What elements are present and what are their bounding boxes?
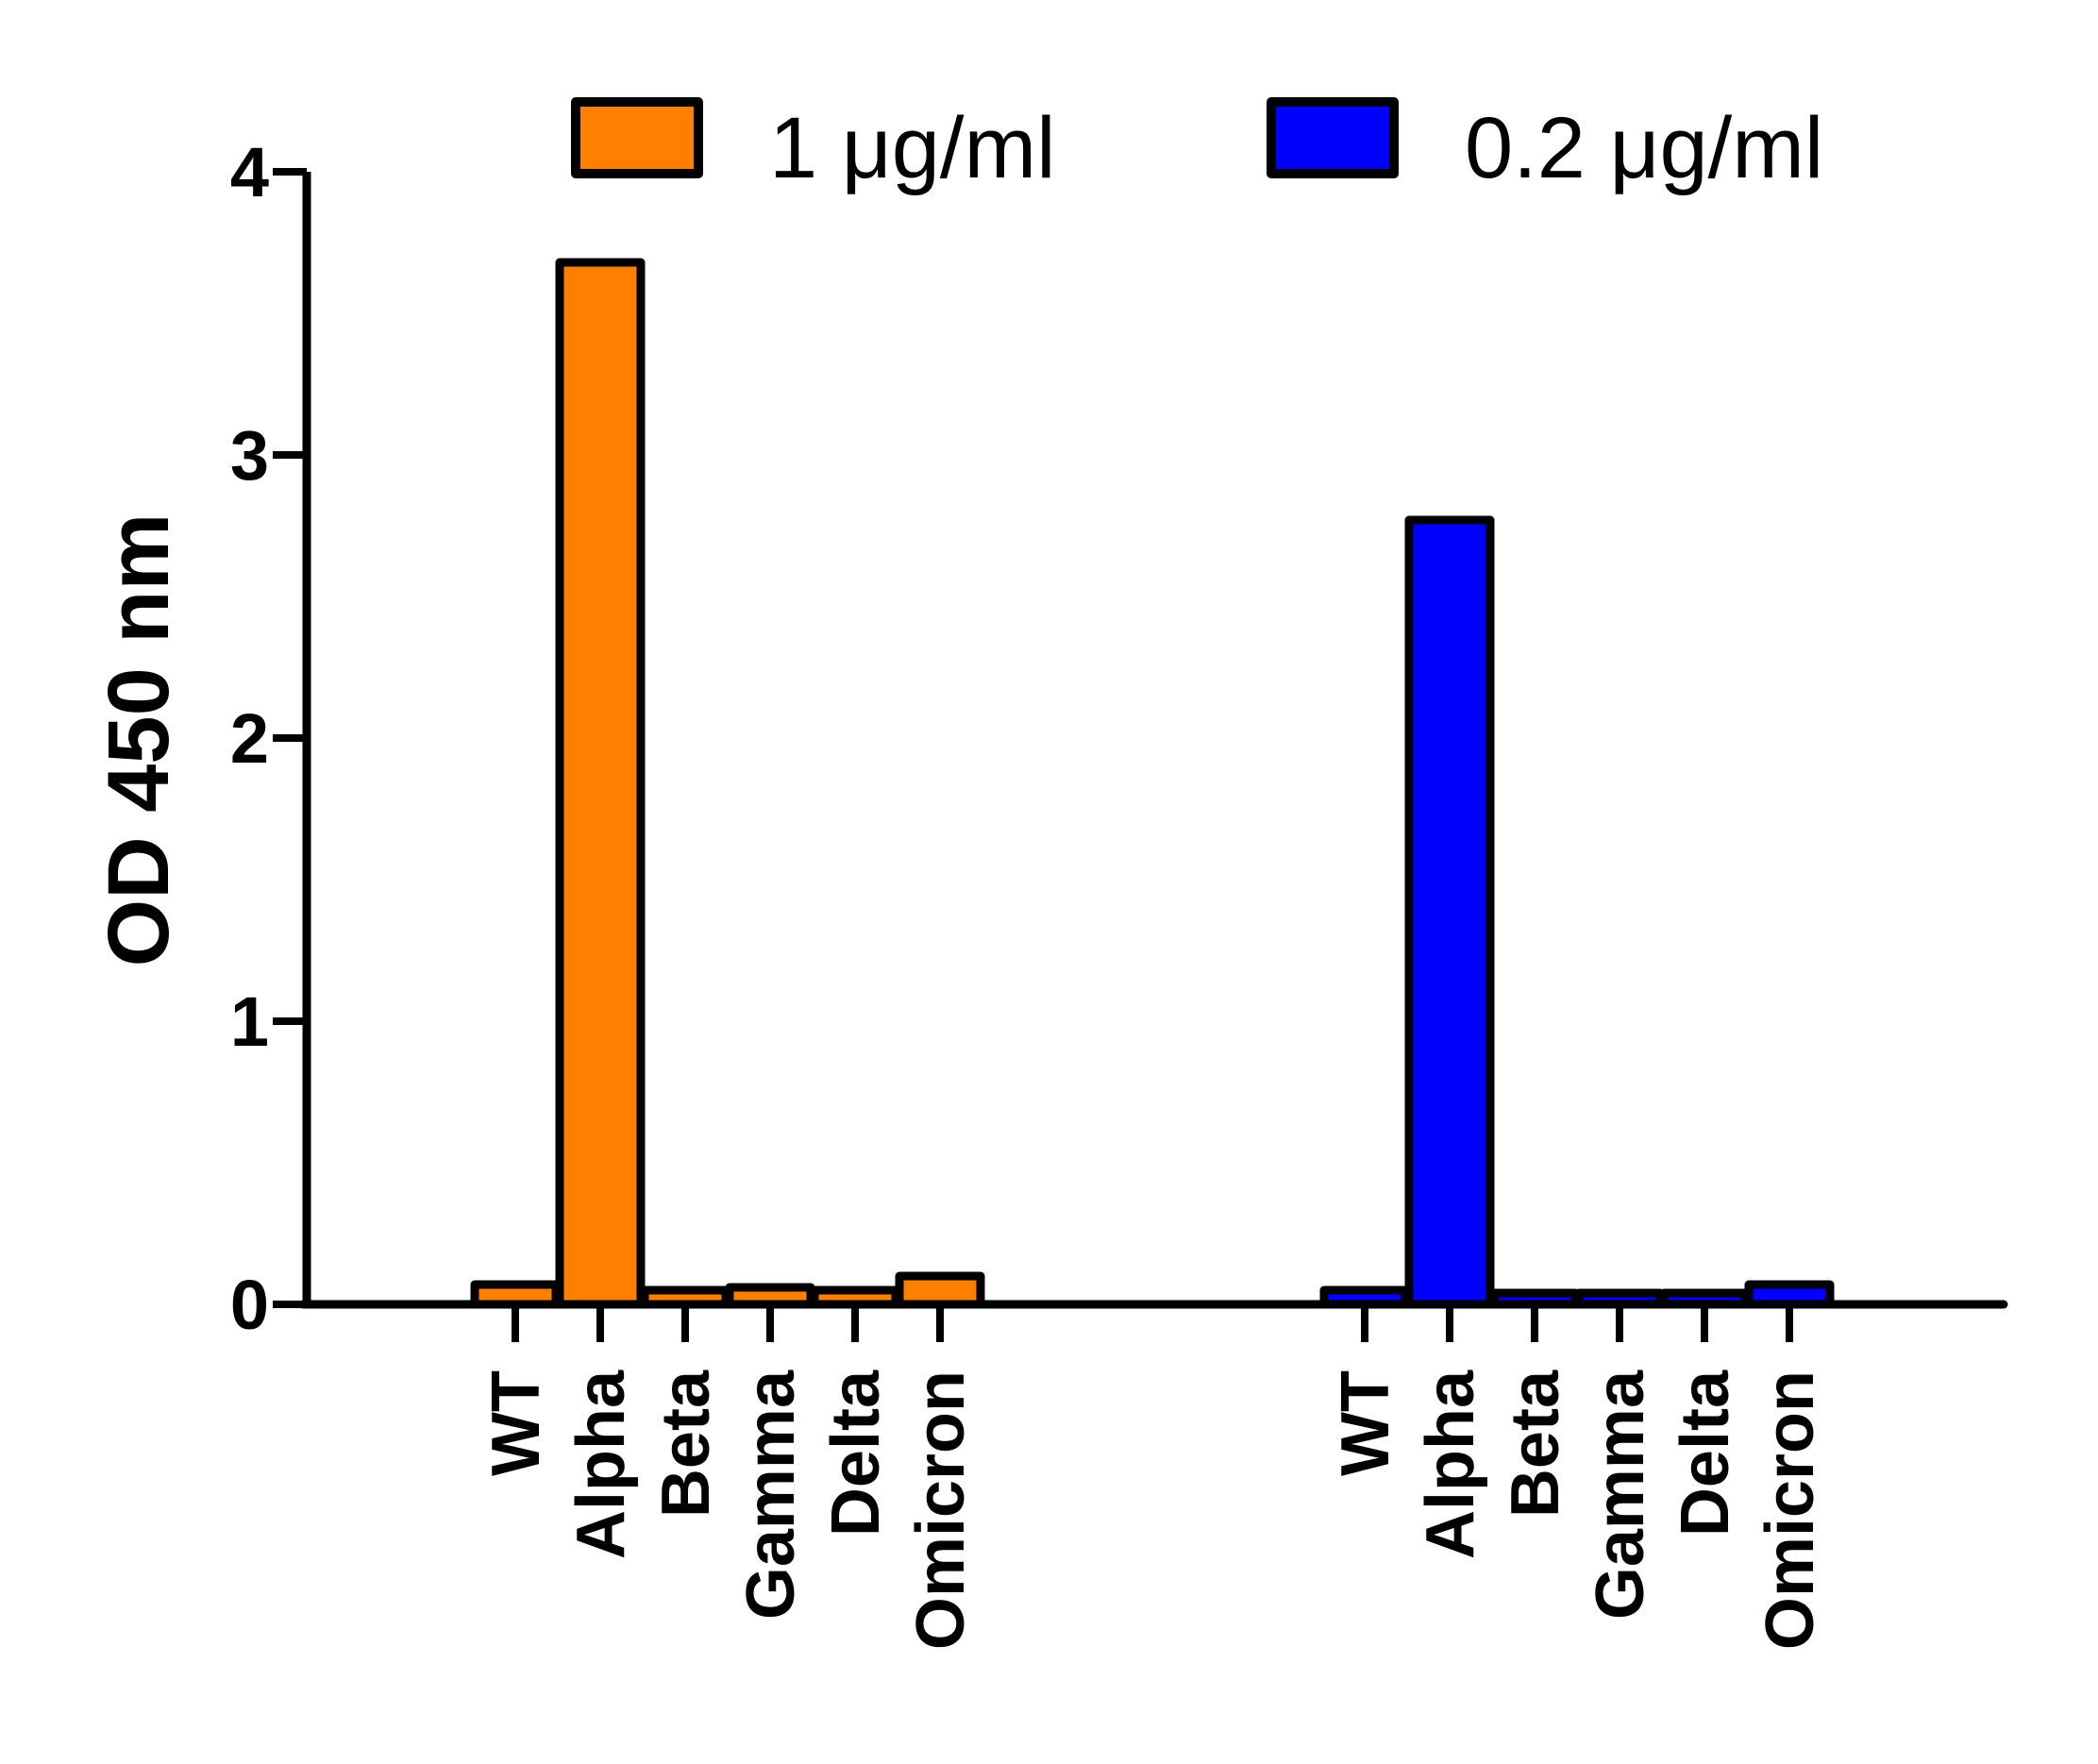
- x-tick-label: Beta: [1498, 1369, 1573, 1518]
- x-tick-label: Omicron: [903, 1370, 979, 1650]
- x-tick-label: Gamma: [1583, 1369, 1658, 1620]
- legend-label: 1 μg/ml: [769, 100, 1056, 196]
- legend-swatch: [1267, 97, 1399, 178]
- bars: [470, 258, 1835, 1309]
- bar-alpha: [555, 258, 646, 1309]
- x-tick-label: Delta: [818, 1369, 894, 1537]
- y-tick-label: 0: [230, 1266, 269, 1344]
- y-tick-label: 2: [230, 699, 269, 778]
- legend-label: 0.2 μg/ml: [1465, 100, 1823, 196]
- y-tick-label: 4: [230, 133, 269, 211]
- x-tick-label: Alpha: [563, 1369, 639, 1559]
- y-axis-label: OD 450 nm: [91, 513, 187, 967]
- legend: 1 μg/ml 0.2 μg/ml: [571, 97, 1823, 196]
- x-tick-label: WT: [1328, 1370, 1403, 1476]
- y-tick-label: 3: [230, 416, 269, 495]
- x-tick-label: WT: [478, 1370, 554, 1476]
- bar-alpha: [1404, 515, 1495, 1309]
- x-tick-label: Omicron: [1753, 1370, 1828, 1650]
- y-tick-label: 1: [230, 983, 269, 1061]
- x-tick-label: Gamma: [733, 1369, 809, 1620]
- x-tick-label: Beta: [648, 1369, 724, 1518]
- axes: WT Alpha Beta Gamma Delta Omicron WT Alpha Beta G…: [230, 133, 2008, 1650]
- x-tick-label: Alpha: [1413, 1369, 1488, 1559]
- x-tick-label: Delta: [1668, 1369, 1743, 1537]
- legend-swatch: [571, 97, 703, 178]
